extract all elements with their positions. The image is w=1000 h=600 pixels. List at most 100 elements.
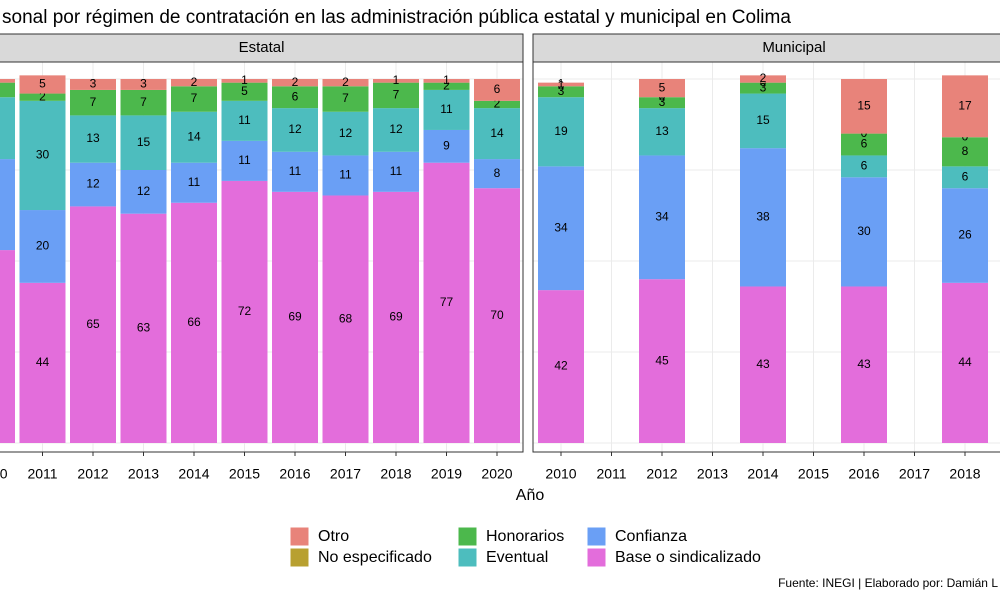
segment-label: 70 <box>490 308 504 322</box>
x-tick-label: 2017 <box>330 466 361 482</box>
segment-label: 2 <box>39 89 46 103</box>
segment-label: 7 <box>393 88 400 102</box>
bar-segment <box>538 97 584 167</box>
chart-title: sonal por régimen de contratación en las… <box>2 7 791 28</box>
segment-label: 68 <box>339 311 353 325</box>
legend-swatch <box>457 547 478 568</box>
segment-label: 1 <box>241 73 248 87</box>
panel-border <box>0 61 524 453</box>
bar-segment <box>639 79 685 98</box>
segment-label: 3 <box>90 77 97 91</box>
x-tick-label: 2010 <box>0 466 8 482</box>
bar-segment <box>120 89 167 116</box>
bar-segment <box>171 86 217 112</box>
segment-label: 13 <box>655 124 669 138</box>
plot-root: sonal por régimen de contratación en las… <box>0 7 1000 590</box>
x-tick-label: 2020 <box>481 466 512 482</box>
bar-segment <box>221 79 268 83</box>
bar-segment <box>740 75 786 83</box>
legend-swatch <box>586 547 607 568</box>
bar-segment <box>120 79 167 90</box>
x-axis-label: Año <box>516 487 545 504</box>
legend-swatch <box>289 547 310 568</box>
segment-label: 7 <box>191 91 198 105</box>
legend-label: Base o sindicalizado <box>615 549 761 566</box>
segment-label: 38 <box>756 209 770 223</box>
segment-label: 6 <box>861 137 868 151</box>
bar-segment <box>639 155 685 280</box>
bar-segment <box>322 155 369 196</box>
bar-segment <box>120 213 167 443</box>
bar-segment <box>639 97 685 109</box>
bar-segment <box>120 170 167 214</box>
segment-label: 6 <box>962 169 969 183</box>
x-tick-label: 2016 <box>848 466 879 482</box>
bar-segment <box>0 159 15 251</box>
segment-label: 6 <box>861 159 868 173</box>
segment-label: 19 <box>554 124 568 138</box>
strip-label: Municipal <box>762 39 825 56</box>
bar-segment <box>322 86 369 112</box>
bar-segment <box>221 82 268 101</box>
x-tick-label: 2011 <box>27 466 57 482</box>
segment-label: 11 <box>238 153 251 167</box>
bar-segment <box>0 97 15 160</box>
bar-segment <box>322 195 369 443</box>
segment-label: 1 <box>393 73 400 87</box>
bar-segment <box>841 177 887 287</box>
segment-label: 7 <box>342 91 349 105</box>
segment-label: 69 <box>288 310 302 324</box>
segment-label: 72 <box>238 304 252 318</box>
x-tick-label: 2013 <box>128 466 159 482</box>
bar-segment <box>639 279 685 443</box>
caption: Fuente: INEGI | Elaborado por: Damián L <box>778 576 998 590</box>
bar-segment <box>841 286 887 443</box>
x-tick-label: 2018 <box>949 466 980 482</box>
segment-label: 11 <box>188 175 201 189</box>
segment-label: 30 <box>857 224 871 238</box>
bar-segment <box>272 86 318 109</box>
strip-label: Estatal <box>239 39 285 56</box>
bar-segment <box>19 93 66 101</box>
bar-segment <box>538 86 584 98</box>
bar-segment <box>70 79 116 90</box>
legend-swatch <box>457 526 478 547</box>
bar-segment <box>942 282 988 443</box>
bar-segment <box>942 188 988 283</box>
x-tick-label: 2015 <box>798 466 829 482</box>
legend-label: Otro <box>318 528 349 545</box>
segment-label: 14 <box>187 129 201 143</box>
bar-segment <box>841 79 887 134</box>
segment-label: 11 <box>390 164 403 178</box>
segment-label: 77 <box>440 295 454 309</box>
segment-label: 30 <box>36 148 50 162</box>
segment-label: 3 <box>659 95 666 109</box>
bar-segment <box>373 79 419 83</box>
bar-segment <box>322 79 369 87</box>
bar-segment <box>474 100 520 109</box>
segment-label: 2 <box>292 75 299 89</box>
bar-segment <box>272 151 318 192</box>
segment-label: 45 <box>655 353 669 367</box>
strip <box>0 33 524 63</box>
legend-label: Confianza <box>615 528 687 545</box>
segment-label: 7 <box>140 95 147 109</box>
segment-label: 11 <box>440 102 453 116</box>
bar-segment <box>221 180 268 444</box>
segment-label: 43 <box>857 357 871 371</box>
bar-segment <box>423 129 470 163</box>
bar-segment <box>19 75 66 94</box>
segment-label: 20 <box>36 239 50 253</box>
bar-segment <box>0 250 15 443</box>
bar-segment <box>373 191 419 443</box>
bar-segment <box>474 79 520 101</box>
segment-label: 8 <box>962 144 969 158</box>
bar-segment <box>70 89 116 116</box>
legend-label: Eventual <box>486 549 548 566</box>
x-tick-label: 2013 <box>697 466 728 482</box>
segment-label: 12 <box>389 122 403 136</box>
segment-label: 7 <box>90 95 97 109</box>
segment-label: 13 <box>86 131 100 145</box>
